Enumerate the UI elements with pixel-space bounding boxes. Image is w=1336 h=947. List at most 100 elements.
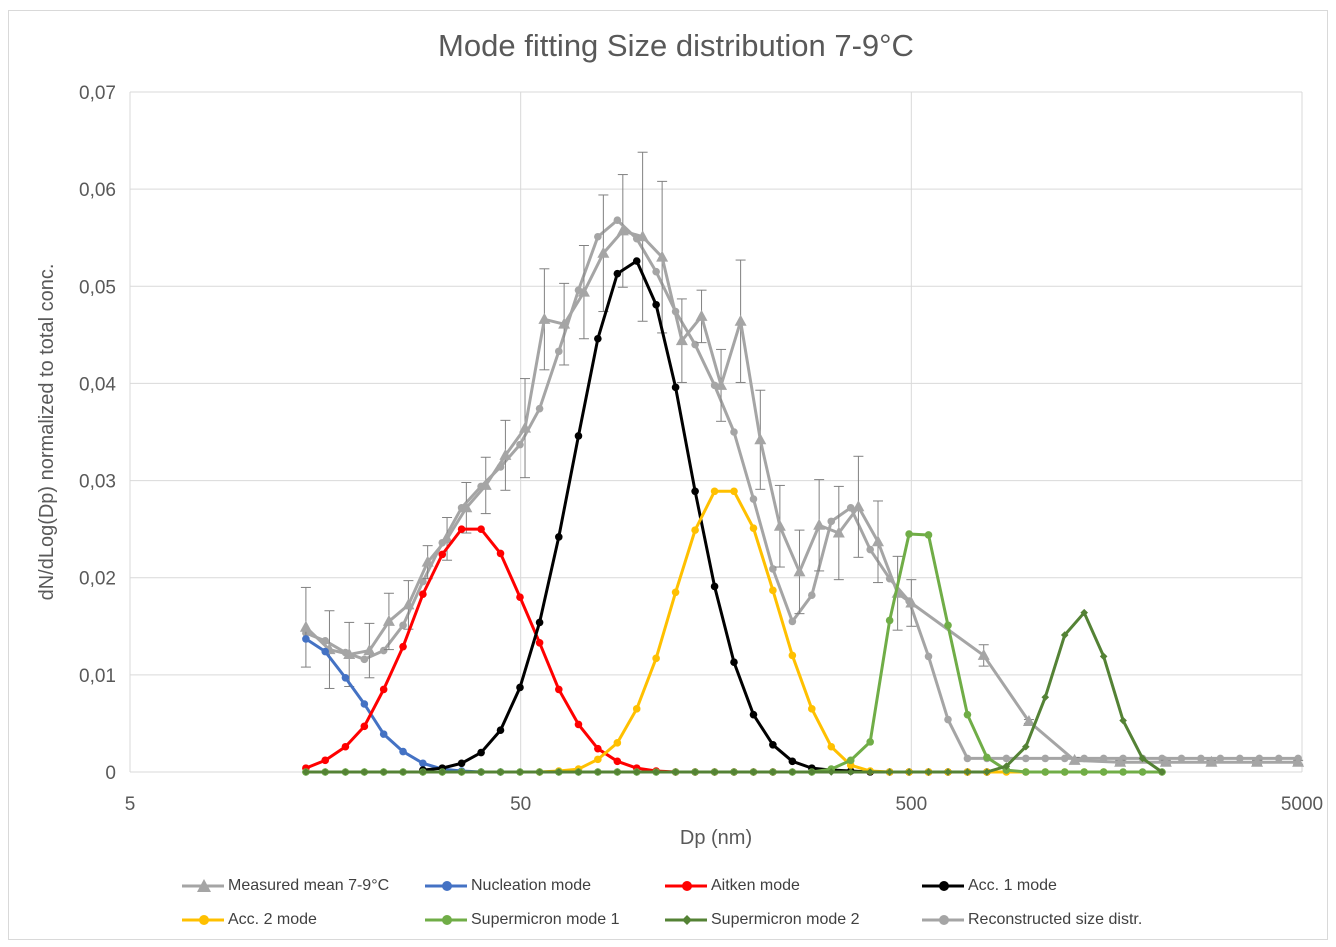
data-point-7 <box>1197 754 1205 763</box>
y-axis-label: dN/dLog(Dp) normalized to total conc. <box>36 264 58 601</box>
series-line-3 <box>422 259 987 774</box>
data-point-0 <box>499 448 512 460</box>
data-point-7 <box>808 591 816 599</box>
data-point-0 <box>558 317 571 329</box>
data-point-6 <box>983 768 991 776</box>
series-line-2 <box>305 527 773 774</box>
legend-item: Supermicron mode 1 <box>423 908 620 932</box>
chart-title: Mode fitting Size distribution 7-9°C <box>438 28 914 63</box>
data-point-7 <box>1022 754 1030 763</box>
data-point-7 <box>399 621 407 630</box>
data-point-6 <box>730 768 738 776</box>
x-axis-label: Dp (nm) <box>680 827 752 849</box>
data-point-7 <box>1236 754 1244 763</box>
legend-swatch <box>182 915 224 925</box>
data-point-6 <box>302 768 310 776</box>
data-point-3 <box>457 759 466 768</box>
data-point-3 <box>574 432 583 440</box>
data-point-3 <box>710 582 719 591</box>
data-point-6 <box>1138 754 1147 763</box>
data-point-2 <box>574 720 583 729</box>
data-point-6 <box>419 768 427 776</box>
data-point-6 <box>769 768 777 776</box>
data-point-6 <box>652 768 660 776</box>
data-point-4 <box>730 487 738 496</box>
data-point-0 <box>977 648 990 660</box>
data-point-0 <box>636 230 649 242</box>
series-line-6 <box>305 611 1163 774</box>
data-point-6 <box>866 768 874 776</box>
data-point-7 <box>846 503 855 512</box>
data-point-2 <box>457 525 466 533</box>
data-point-0 <box>656 250 669 262</box>
data-point-1 <box>399 747 407 756</box>
data-point-6 <box>846 768 855 776</box>
data-point-0 <box>460 501 473 513</box>
data-point-4 <box>827 742 836 751</box>
x-tick-label: 500 <box>895 794 927 815</box>
data-point-6 <box>885 768 894 776</box>
data-point-7 <box>613 216 622 225</box>
y-tick-label: 0,06 <box>79 180 116 201</box>
data-point-6 <box>788 768 797 776</box>
data-point-3 <box>749 710 758 719</box>
data-point-6 <box>1099 652 1108 661</box>
data-point-0 <box>715 378 728 390</box>
data-point-0 <box>382 614 395 626</box>
data-point-7 <box>360 655 369 664</box>
data-point-4 <box>613 739 622 747</box>
data-point-7 <box>749 495 758 503</box>
data-point-7 <box>574 286 583 294</box>
data-point-2 <box>477 525 485 533</box>
data-point-0 <box>363 644 376 656</box>
data-point-6 <box>1119 716 1127 725</box>
data-point-3 <box>516 683 524 692</box>
data-point-6 <box>1022 742 1030 751</box>
y-tick-label: 0,01 <box>79 666 116 687</box>
data-point-6 <box>963 768 972 776</box>
data-point-0 <box>1205 755 1218 767</box>
data-point-0 <box>299 620 312 632</box>
data-point-3 <box>769 741 777 749</box>
data-point-6 <box>341 768 350 776</box>
data-point-6 <box>1060 631 1069 639</box>
legend-label: Aitken mode <box>711 877 800 894</box>
data-point-7 <box>535 404 544 413</box>
data-point-7 <box>924 652 933 661</box>
data-point-0 <box>519 421 532 433</box>
data-point-3 <box>691 487 699 496</box>
data-point-5 <box>905 530 913 538</box>
data-point-7 <box>1216 754 1225 763</box>
data-point-6 <box>1041 693 1050 701</box>
data-point-1 <box>419 759 427 768</box>
data-point-7 <box>963 754 972 763</box>
data-point-6 <box>808 768 816 776</box>
data-point-0 <box>616 224 629 236</box>
data-point-6 <box>1002 762 1011 770</box>
data-point-3 <box>632 257 641 265</box>
data-point-7 <box>866 545 874 554</box>
data-point-0 <box>1292 755 1305 767</box>
data-point-6 <box>574 768 583 776</box>
x-tick-label: 5 <box>125 794 136 815</box>
data-point-0 <box>597 246 610 258</box>
data-point-6 <box>632 768 641 776</box>
data-point-0 <box>577 285 590 297</box>
legend-item: Acc. 2 mode <box>180 908 317 932</box>
data-point-6 <box>399 768 407 776</box>
data-point-7 <box>769 565 777 573</box>
data-point-7 <box>730 428 738 436</box>
data-point-6 <box>671 768 680 776</box>
legend-label: Acc. 2 mode <box>228 911 317 928</box>
data-point-0 <box>852 500 865 512</box>
data-point-0 <box>773 519 786 531</box>
data-point-4 <box>808 705 816 713</box>
data-point-3 <box>554 533 563 541</box>
data-point-2 <box>341 742 350 751</box>
data-point-2 <box>594 744 602 753</box>
data-point-2 <box>399 642 407 651</box>
data-point-6 <box>516 768 524 776</box>
data-point-4 <box>632 705 641 713</box>
data-point-7 <box>1060 754 1069 763</box>
legend-swatch <box>665 881 707 891</box>
